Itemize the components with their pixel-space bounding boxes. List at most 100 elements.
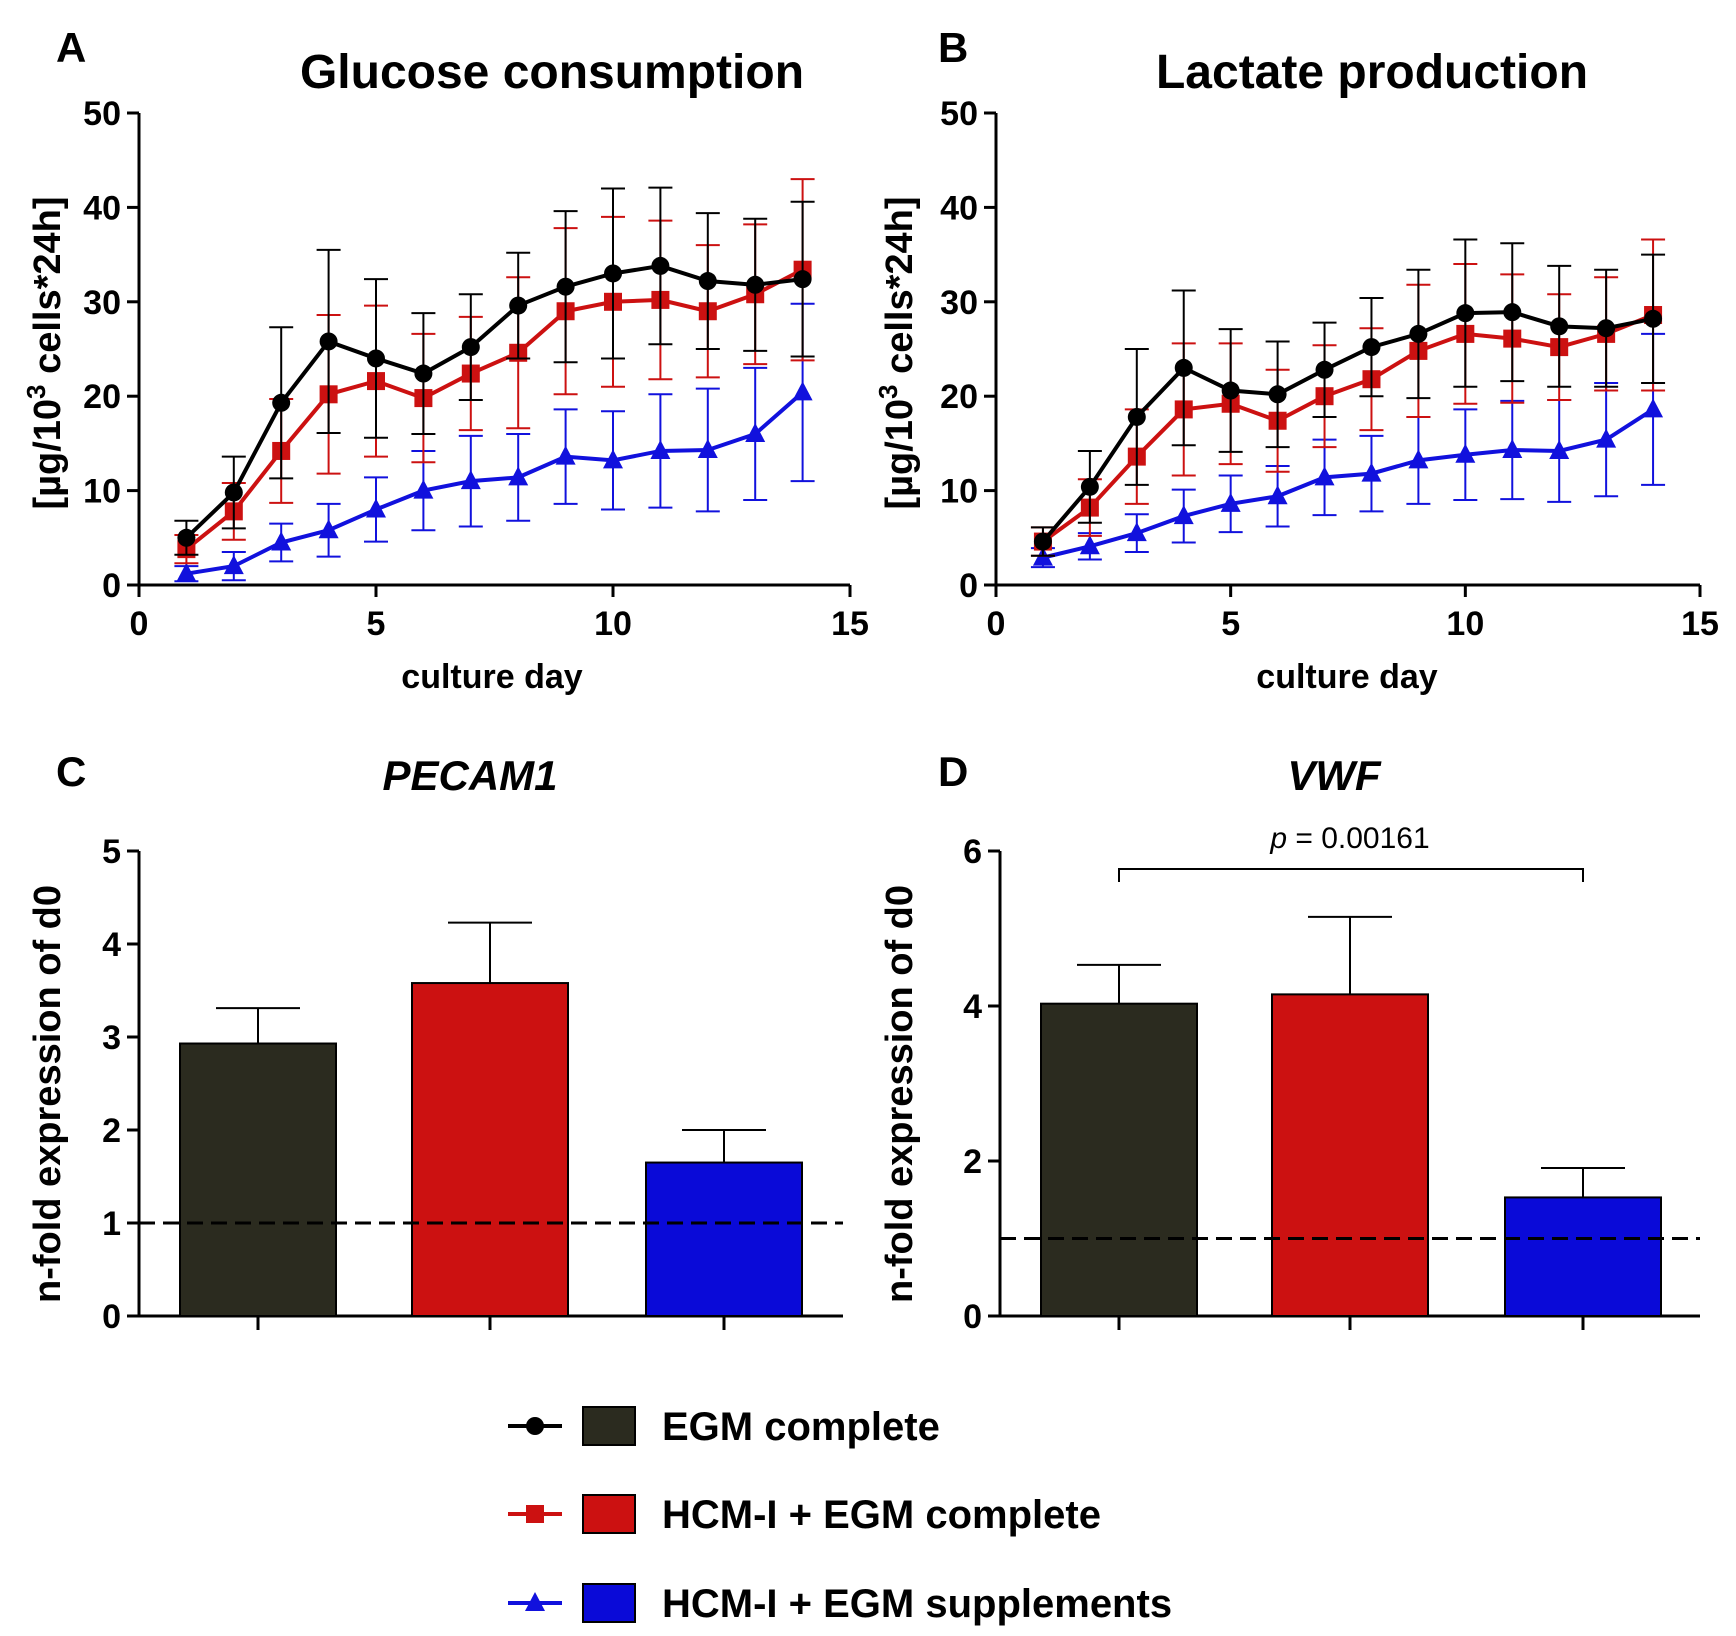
data-point	[1126, 522, 1147, 542]
data-point	[367, 349, 385, 368]
data-point	[176, 562, 197, 582]
data-point	[745, 422, 766, 442]
data-point	[1455, 443, 1476, 463]
panel-a-ytick-label: 10	[83, 473, 121, 511]
data-point	[792, 381, 813, 401]
legend-item-0: EGM complete	[508, 1405, 940, 1449]
legend-label: EGM complete	[662, 1405, 940, 1449]
panel-a-glucose-chart: A Glucose consumption culture day [µg/10…	[21, 24, 869, 696]
legend-bar-swatch	[582, 1406, 636, 1446]
data-point	[1597, 319, 1616, 338]
panel-a-ytick-label: 30	[83, 284, 121, 322]
data-point	[1033, 532, 1052, 551]
legend-marker	[525, 1592, 545, 1611]
data-point	[1643, 398, 1664, 418]
data-point	[1079, 535, 1100, 555]
panel-c-pecam1-chart: C PECAM1 n-fold expression of d0 0 1 2 3 4 5	[27, 748, 843, 1336]
panel-a-xtick-label: 15	[831, 605, 869, 643]
data-point	[1315, 360, 1334, 379]
data-point	[1080, 477, 1099, 496]
data-point	[1361, 462, 1382, 482]
data-point	[413, 479, 434, 499]
panel-b-plot-area: 0 10 20 30 40 50 0 5 10 15	[940, 95, 1719, 643]
panel-letter-b: B	[938, 24, 968, 71]
series-line	[186, 390, 804, 576]
data-point	[1174, 358, 1193, 377]
significance-bracket	[1118, 868, 1584, 882]
panel-b-ytick-label: 0	[959, 567, 978, 605]
legend: EGM complete HCM-I + EGM complete HCM-I + …	[508, 1405, 1172, 1626]
panel-b-series-1	[1030, 238, 1666, 557]
panel-d-vwf-chart: D VWF n-fold expression of d0 p = 0.0016…	[879, 748, 1700, 1336]
panel-b-xtick-label: 15	[1681, 605, 1719, 643]
panel-c-ylabel: n-fold expression of d0	[27, 885, 69, 1303]
data-point	[1127, 407, 1146, 426]
panel-b-ytick-label: 20	[940, 378, 978, 416]
data-point	[746, 275, 765, 294]
data-point	[461, 338, 480, 357]
panel-d-ytick-label: 2	[963, 1143, 982, 1181]
panel-d-ytick-label: 4	[963, 988, 982, 1026]
panel-letter-c: C	[56, 748, 86, 795]
legend-marker	[526, 1505, 544, 1523]
data-point	[555, 445, 576, 465]
data-point	[177, 528, 196, 547]
panel-c-bar-1	[411, 982, 569, 1317]
panel-a-ytick-label: 20	[83, 378, 121, 416]
data-point	[509, 296, 528, 315]
panel-b-title: Lactate production	[1156, 46, 1588, 99]
data-point	[1268, 385, 1287, 404]
panel-a-series-2	[174, 302, 815, 583]
data-point	[556, 277, 575, 296]
legend-marker	[526, 1417, 544, 1435]
panel-a-series-0	[174, 186, 815, 556]
panel-c-ytick-label: 0	[102, 1298, 121, 1336]
panel-a-xtick-label: 10	[594, 605, 632, 643]
panel-d-ylabel: n-fold expression of d0	[879, 885, 921, 1303]
data-point	[319, 332, 338, 351]
panel-b-xtick-label: 0	[987, 605, 1006, 643]
panel-c-ytick-label: 2	[102, 1112, 121, 1150]
data-point	[1596, 428, 1617, 448]
data-point	[604, 264, 622, 283]
panel-a-xtick-label: 0	[130, 605, 149, 643]
data-point	[793, 270, 812, 289]
panel-d-plot-area: 0 2 4 6	[963, 833, 1700, 1336]
panel-b-ytick-label: 40	[940, 189, 978, 227]
legend-item-1: HCM-I + EGM complete	[508, 1493, 1101, 1537]
panel-c-ytick-label: 1	[102, 1205, 121, 1243]
panel-b-ytick-label: 10	[940, 473, 978, 511]
data-point	[651, 256, 670, 275]
panel-d-ytick-label: 6	[963, 833, 982, 871]
panel-a-plot-area: 0 10 20 30 40 50 0 5 10 15	[83, 95, 869, 643]
panel-b-xlabel: culture day	[1256, 658, 1437, 696]
legend-label: HCM-I + EGM complete	[662, 1493, 1101, 1537]
data-point	[272, 393, 291, 412]
data-point	[414, 364, 433, 383]
panel-d-bar-2	[1504, 1196, 1662, 1318]
data-point	[1314, 466, 1335, 486]
panel-b-ytick-label: 50	[940, 95, 978, 133]
panel-c-ytick-label: 5	[102, 833, 121, 871]
data-point	[1173, 505, 1194, 525]
significance-label: p = 0.00161	[1269, 822, 1429, 855]
legend-item-2: HCM-I + EGM supplements	[508, 1582, 1172, 1626]
data-point	[1549, 439, 1570, 459]
panel-c-bar-2	[645, 1161, 803, 1318]
panel-c-bar-0	[179, 1042, 337, 1317]
data-point	[460, 470, 481, 490]
data-point	[1456, 304, 1475, 323]
legend-bar-swatch	[582, 1583, 636, 1623]
panel-b-series-0	[1030, 238, 1666, 557]
panel-b-ylabel: [µg/103 cells*24h]	[873, 196, 921, 509]
panel-c-ytick-label: 3	[102, 1019, 121, 1057]
data-point	[366, 498, 386, 518]
panel-c-title: PECAM1	[382, 752, 557, 799]
data-point	[1502, 439, 1523, 459]
data-point	[1362, 338, 1381, 357]
panel-d-title: VWF	[1287, 752, 1382, 799]
panel-b-lactate-chart: B Lactate production culture day [µg/103…	[873, 24, 1719, 696]
series-line	[1042, 407, 1655, 560]
panel-d-bar-1	[1271, 993, 1429, 1317]
